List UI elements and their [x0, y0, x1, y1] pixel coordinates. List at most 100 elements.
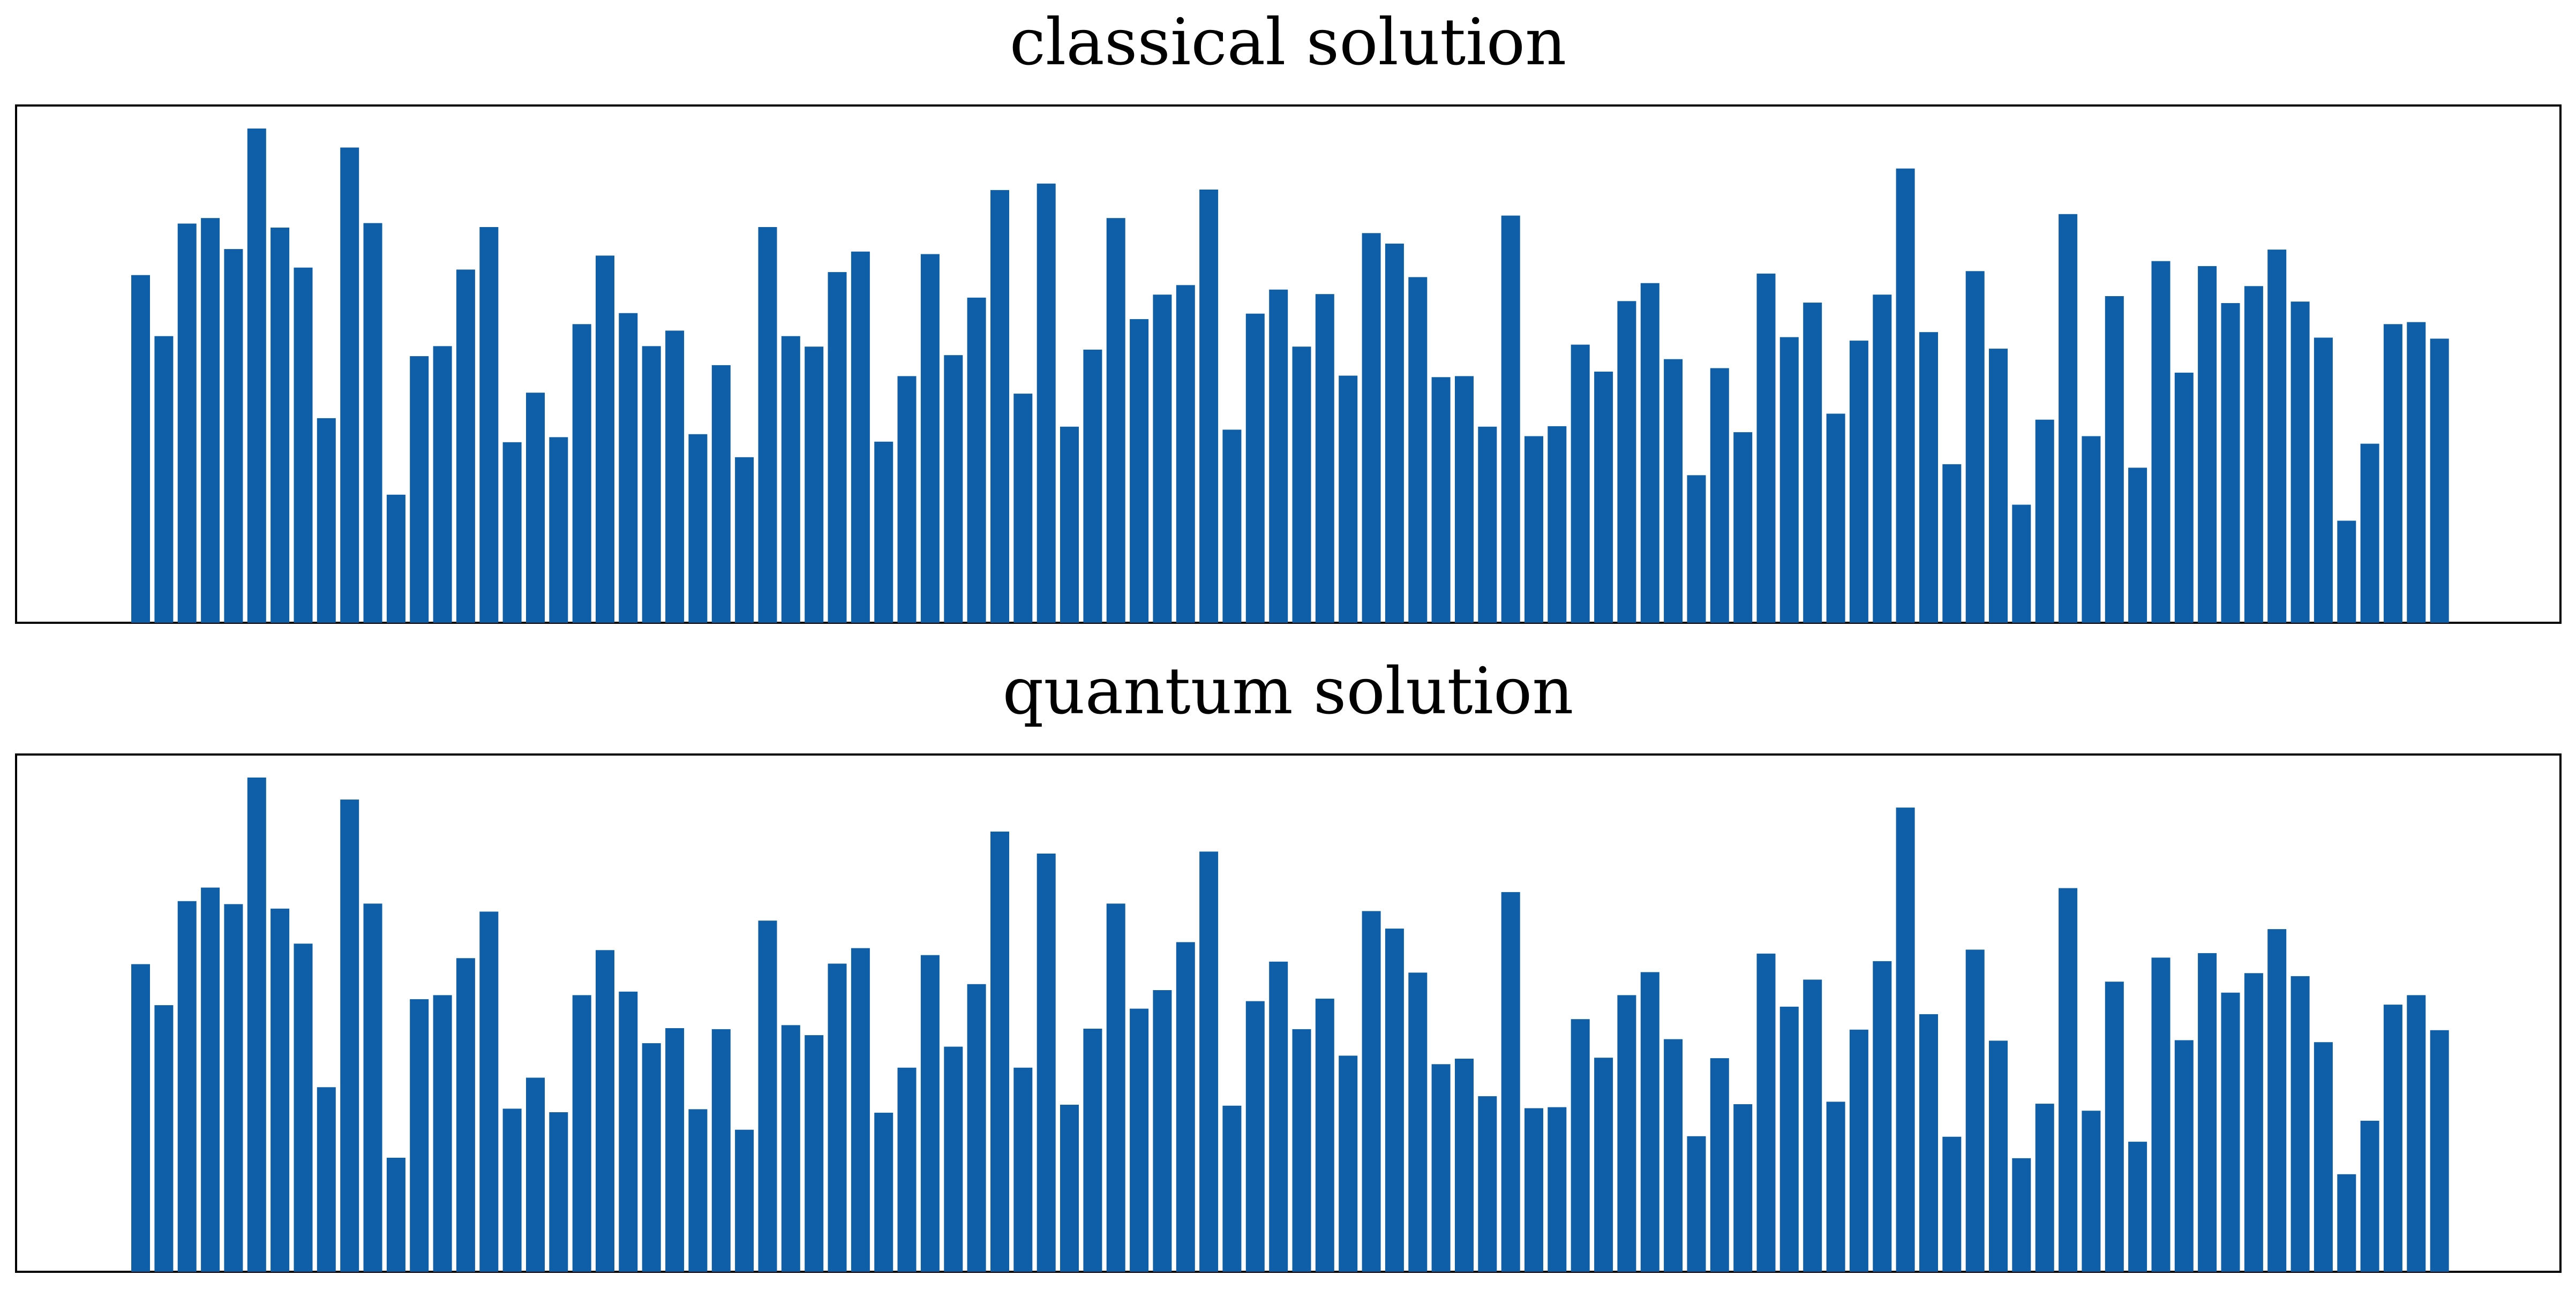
- bar-classical-94: [2290, 301, 2310, 623]
- bar-quantum-92: [2244, 973, 2263, 1272]
- bar-quantum-4: [201, 887, 220, 1272]
- bar-quantum-91: [2221, 992, 2240, 1272]
- bar-classical-62: [1548, 426, 1567, 623]
- bar-quantum-10: [340, 799, 359, 1272]
- bar-classical-63: [1571, 344, 1590, 623]
- chart-title-classical: classical solution: [1009, 5, 1567, 80]
- bar-quantum-93: [2267, 929, 2287, 1272]
- bar-quantum-59: [1478, 1096, 1497, 1272]
- bar-quantum-49: [1245, 1001, 1265, 1272]
- bar-quantum-79: [1942, 1136, 1962, 1272]
- bar-quantum-11: [363, 903, 382, 1272]
- bar-classical-7: [271, 228, 290, 623]
- bar-quantum-19: [549, 1112, 568, 1272]
- bar-classical-9: [317, 418, 336, 623]
- bar-quantum-53: [1339, 1055, 1358, 1272]
- bar-classical-84: [2059, 214, 2078, 623]
- bar-quantum-90: [2198, 953, 2217, 1272]
- bar-quantum-95: [2314, 1042, 2333, 1272]
- bar-classical-40: [1037, 183, 1056, 623]
- bar-quantum-28: [758, 921, 777, 1272]
- bar-quantum-75: [1849, 1029, 1868, 1272]
- bar-quantum-39: [1013, 1067, 1033, 1272]
- bar-classical-25: [688, 434, 708, 623]
- bar-classical-53: [1339, 375, 1358, 623]
- bar-classical-57: [1431, 377, 1451, 623]
- bar-quantum-68: [1687, 1136, 1706, 1272]
- bar-classical-45: [1153, 295, 1172, 623]
- bar-quantum-51: [1292, 1029, 1311, 1272]
- bar-classical-44: [1130, 319, 1149, 623]
- bar-classical-72: [1779, 337, 1799, 623]
- bar-quantum-45: [1153, 990, 1172, 1272]
- bar-classical-54: [1362, 233, 1381, 623]
- bar-quantum-32: [851, 948, 870, 1272]
- bar-classical-96: [2337, 520, 2356, 623]
- bar-chart-classical: [15, 104, 2562, 624]
- bar-classical-4: [201, 218, 220, 623]
- bar-classical-87: [2128, 467, 2147, 623]
- bar-classical-85: [2082, 436, 2101, 623]
- bar-quantum-3: [177, 901, 197, 1272]
- bar-quantum-22: [619, 991, 638, 1272]
- bar-classical-39: [1013, 394, 1033, 623]
- bar-quantum-74: [1826, 1102, 1845, 1272]
- bar-quantum-94: [2290, 976, 2310, 1272]
- bar-classical-35: [920, 254, 940, 623]
- bar-quantum-99: [2407, 995, 2426, 1272]
- bar-quantum-63: [1571, 1019, 1590, 1272]
- bar-quantum-15: [456, 958, 475, 1272]
- bar-quantum-29: [781, 1025, 800, 1272]
- bar-quantum-58: [1455, 1059, 1474, 1272]
- bar-classical-69: [1710, 368, 1729, 623]
- bar-classical-12: [386, 494, 405, 623]
- bar-classical-86: [2105, 296, 2124, 623]
- bar-classical-47: [1199, 190, 1219, 623]
- bar-classical-76: [1873, 295, 1892, 623]
- bar-classical-78: [1919, 332, 1938, 623]
- bar-classical-31: [828, 272, 847, 623]
- bar-quantum-57: [1431, 1064, 1451, 1272]
- bar-quantum-1: [131, 964, 150, 1272]
- bar-quantum-60: [1501, 892, 1520, 1272]
- bar-classical-97: [2360, 443, 2379, 623]
- bar-quantum-73: [1803, 979, 1822, 1272]
- bar-classical-82: [2012, 504, 2031, 623]
- bar-classical-17: [502, 442, 522, 623]
- bar-classical-80: [1965, 271, 1985, 623]
- bar-quantum-70: [1733, 1104, 1753, 1272]
- bar-classical-36: [944, 355, 963, 623]
- bar-classical-23: [642, 346, 661, 623]
- bar-quantum-76: [1873, 961, 1892, 1272]
- bar-classical-61: [1524, 436, 1543, 623]
- bar-classical-77: [1896, 168, 1915, 623]
- bar-quantum-9: [317, 1087, 336, 1272]
- bar-quantum-83: [2035, 1104, 2054, 1272]
- bar-quantum-8: [294, 944, 313, 1272]
- bar-classical-5: [224, 249, 243, 623]
- bar-classical-29: [781, 336, 800, 623]
- bar-quantum-89: [2174, 1040, 2194, 1272]
- bar-quantum-84: [2059, 888, 2078, 1272]
- bar-quantum-97: [2360, 1120, 2379, 1272]
- bar-quantum-18: [526, 1077, 545, 1272]
- bar-quantum-35: [920, 955, 940, 1272]
- bar-classical-32: [851, 251, 870, 623]
- bar-classical-19: [549, 437, 568, 623]
- bar-classical-99: [2407, 322, 2426, 623]
- bar-quantum-56: [1408, 972, 1428, 1272]
- bar-classical-38: [990, 190, 1009, 623]
- bar-quantum-87: [2128, 1142, 2147, 1272]
- bar-classical-42: [1083, 349, 1102, 623]
- bar-classical-83: [2035, 419, 2054, 623]
- bar-classical-33: [874, 441, 893, 623]
- bar-classical-60: [1501, 215, 1520, 623]
- bar-quantum-20: [572, 995, 591, 1272]
- bar-classical-41: [1060, 426, 1079, 623]
- bar-classical-68: [1687, 475, 1706, 623]
- bar-quantum-6: [247, 778, 266, 1272]
- bar-quantum-50: [1269, 961, 1288, 1272]
- bar-classical-13: [410, 356, 429, 623]
- bar-classical-6: [247, 129, 266, 623]
- bar-quantum-54: [1362, 911, 1381, 1272]
